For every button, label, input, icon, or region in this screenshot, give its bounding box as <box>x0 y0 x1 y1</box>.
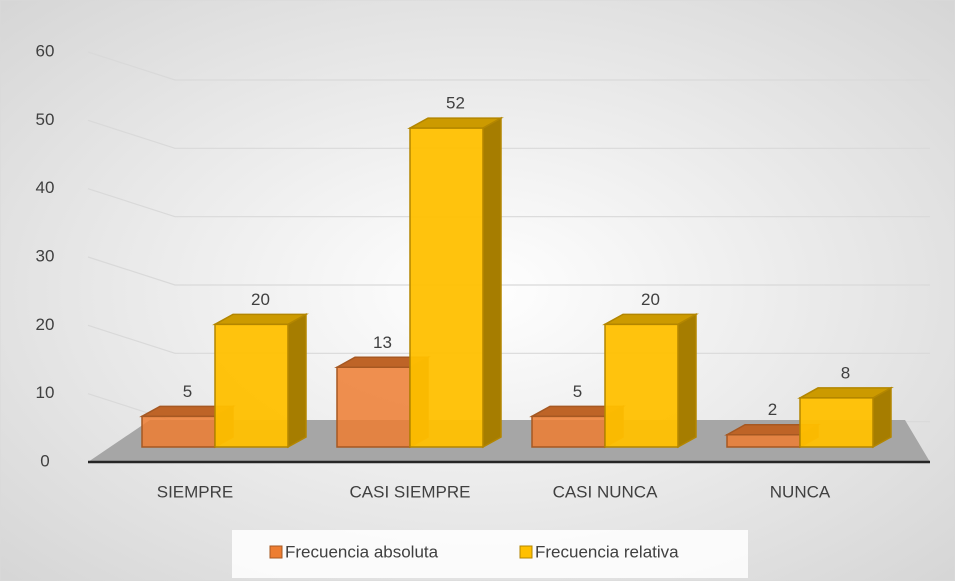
grid-line <box>87 188 930 218</box>
legend-label: Frecuencia absoluta <box>285 542 439 561</box>
legend-swatch <box>519 545 533 559</box>
x-tick-label: CASI NUNCA <box>553 482 659 501</box>
bar <box>797 386 894 449</box>
data-label: 20 <box>641 290 660 309</box>
data-label: 13 <box>373 333 392 352</box>
data-label: 2 <box>768 400 777 419</box>
data-label: 20 <box>251 290 270 309</box>
data-label: 52 <box>446 94 465 113</box>
data-label: 8 <box>841 363 850 382</box>
x-tick-label: NUNCA <box>770 482 831 501</box>
bar <box>602 313 699 449</box>
legend-label: Frecuencia relativa <box>535 542 679 561</box>
y-tick-label: 20 <box>36 315 55 334</box>
y-tick-label: 50 <box>36 110 55 129</box>
bar-front <box>604 323 679 448</box>
y-tick-label: 0 <box>40 451 49 470</box>
bar-front <box>726 433 801 448</box>
bar-front <box>799 397 874 448</box>
bar-front <box>409 127 484 448</box>
bar-front <box>531 415 606 448</box>
y-tick-label: 30 <box>36 246 55 265</box>
x-tick-label: SIEMPRE <box>157 482 234 501</box>
data-label: 5 <box>573 382 582 401</box>
bar-front <box>214 323 289 448</box>
data-label: 5 <box>183 382 192 401</box>
legend-box <box>232 530 748 578</box>
bar-side <box>677 313 697 449</box>
grid-line <box>87 51 930 81</box>
bar <box>407 116 504 449</box>
bar-front <box>336 366 411 448</box>
grid-line <box>87 256 930 286</box>
x-tick-label: CASI SIEMPRE <box>350 482 471 501</box>
grid-line <box>87 119 930 149</box>
y-tick-label: 60 <box>36 41 55 60</box>
bar-front <box>141 415 216 448</box>
bar <box>212 313 309 449</box>
y-tick-label: 10 <box>36 383 55 402</box>
bar-side <box>482 116 502 449</box>
legend-swatch <box>269 545 283 559</box>
bar-side <box>287 313 307 449</box>
y-tick-label: 40 <box>36 178 55 197</box>
